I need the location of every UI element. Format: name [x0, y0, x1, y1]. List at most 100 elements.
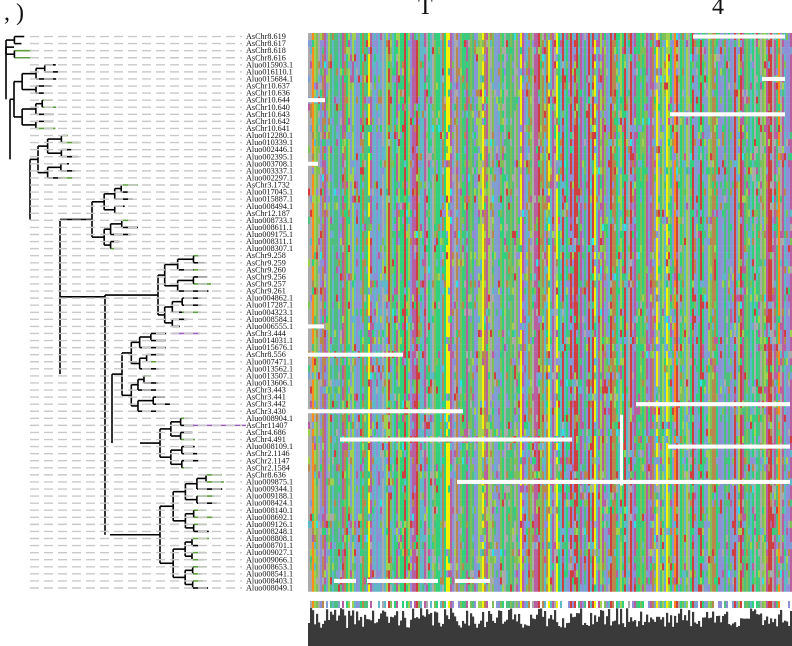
alignment-cell: [680, 104, 682, 111]
alignment-cell: [732, 153, 734, 160]
alignment-cell: [706, 90, 708, 97]
alignment-cell: [364, 61, 366, 68]
alignment-cell: [626, 54, 628, 61]
alignment-cell: [488, 47, 490, 54]
alignment-cell: [406, 47, 408, 54]
alignment-cell: [658, 47, 660, 54]
alignment-cell: [546, 40, 548, 47]
alignment-cell: [546, 82, 548, 89]
alignment-cell: [544, 90, 546, 97]
alignment-cell: [514, 40, 516, 47]
alignment-cell: [756, 40, 758, 47]
alignment-cell: [358, 75, 360, 82]
alignment-cell: [390, 61, 392, 68]
alignment-cell: [620, 104, 622, 111]
alignment-cell: [428, 61, 430, 68]
alignment-cell: [606, 118, 608, 125]
alignment-cell: [660, 146, 662, 153]
alignment-cell: [336, 33, 338, 40]
alignment-cell: [676, 146, 678, 153]
alignment-cell: [676, 40, 678, 47]
alignment-cell: [694, 125, 696, 132]
alignment-cell: [660, 75, 662, 82]
alignment-cell: [690, 125, 692, 132]
alignment-cell: [574, 104, 576, 111]
alignment-cell: [338, 75, 340, 82]
alignment-cell: [636, 118, 638, 125]
alignment-cell: [756, 160, 758, 167]
alignment-cell: [708, 139, 710, 146]
alignment-cell: [680, 97, 682, 104]
alignment-cell: [502, 82, 504, 89]
alignment-cell: [464, 82, 466, 89]
alignment-cell: [422, 33, 424, 40]
alignment-cell: [352, 118, 354, 125]
alignment-cell: [772, 132, 774, 139]
alignment-cell: [324, 47, 326, 54]
alignment-cell: [490, 90, 492, 97]
alignment-cell: [390, 90, 392, 97]
alignment-cell: [308, 118, 310, 125]
alignment-cell: [656, 146, 658, 153]
alignment-cell: [570, 146, 572, 153]
alignment-cell: [692, 125, 694, 132]
alignment-cell: [486, 132, 488, 139]
alignment-cell: [768, 61, 770, 68]
alignment-cell: [604, 40, 606, 47]
alignment-cell: [626, 97, 628, 104]
alignment-cell: [364, 132, 366, 139]
alignment-cell: [382, 90, 384, 97]
alignment-cell: [568, 146, 570, 153]
alignment-cell: [468, 118, 470, 125]
alignment-cell: [454, 111, 456, 118]
alignment-cell: [618, 104, 620, 111]
alignment-cell: [424, 82, 426, 89]
alignment-cell: [376, 153, 378, 160]
alignment-cell: [444, 111, 446, 118]
alignment-cell: [344, 68, 346, 75]
alignment-cell: [374, 75, 376, 82]
alignment-cell: [426, 61, 428, 68]
alignment-cell: [492, 97, 494, 104]
alignment-cell: [366, 90, 368, 97]
alignment-cell: [616, 33, 618, 40]
alignment-cell: [430, 146, 432, 153]
alignment-cell: [332, 111, 334, 118]
alignment-cell: [698, 54, 700, 61]
alignment-cell: [540, 146, 542, 153]
alignment-cell: [620, 132, 622, 139]
alignment-cell: [728, 82, 730, 89]
alignment-cell: [418, 90, 420, 97]
alignment-cell: [350, 139, 352, 146]
alignment-cell: [394, 47, 396, 54]
alignment-cell: [350, 160, 352, 167]
alignment-cell: [436, 61, 438, 68]
alignment-cell: [418, 97, 420, 104]
alignment-cell: [546, 47, 548, 54]
alignment-cell: [668, 132, 670, 139]
alignment-cell: [584, 68, 586, 75]
alignment-cell: [374, 139, 376, 146]
alignment-cell: [436, 47, 438, 54]
alignment-cell: [568, 75, 570, 82]
alignment-cell: [562, 90, 564, 97]
alignment-cell: [766, 82, 768, 89]
alignment-cell: [700, 153, 702, 160]
alignment-cell: [426, 118, 428, 125]
alignment-cell: [630, 40, 632, 47]
alignment-cell: [348, 97, 350, 104]
alignment-cell: [652, 160, 654, 167]
alignment-cell: [308, 90, 310, 97]
alignment-cell: [578, 111, 580, 118]
alignment-cell: [552, 160, 554, 167]
alignment-cell: [736, 118, 738, 125]
alignment-cell: [406, 160, 408, 167]
alignment-cell: [530, 47, 532, 54]
alignment-cell: [518, 125, 520, 132]
alignment-cell: [474, 61, 476, 68]
alignment-cell: [514, 111, 516, 118]
alignment-cell: [662, 153, 664, 160]
alignment-cell: [694, 118, 696, 125]
alignment-cell: [766, 47, 768, 54]
alignment-cell: [530, 118, 532, 125]
